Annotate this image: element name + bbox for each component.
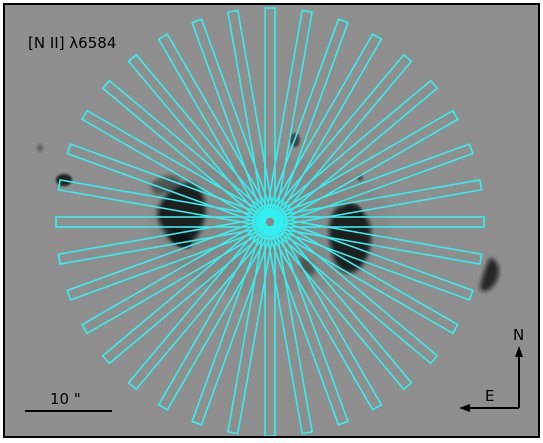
image-frame [3, 3, 540, 438]
slit-pattern [55, 7, 485, 437]
faint-knot-far-west [37, 144, 43, 152]
outer-knot-east [480, 258, 499, 292]
compass: N E [459, 326, 524, 412]
north-arrow-head [515, 346, 523, 357]
left-lobe-arc [150, 175, 180, 195]
scale-bar: 10 " [25, 390, 112, 412]
east-arrow-head [459, 404, 470, 412]
scale-bar-label: 10 " [50, 390, 81, 408]
right-lobe-knot [345, 203, 363, 219]
filter-label: [N II] λ6584 [28, 34, 116, 52]
east-label: E [485, 387, 494, 405]
diffuse-halo [150, 155, 390, 295]
slit-170deg [226, 9, 314, 435]
north-label: N [513, 326, 524, 344]
